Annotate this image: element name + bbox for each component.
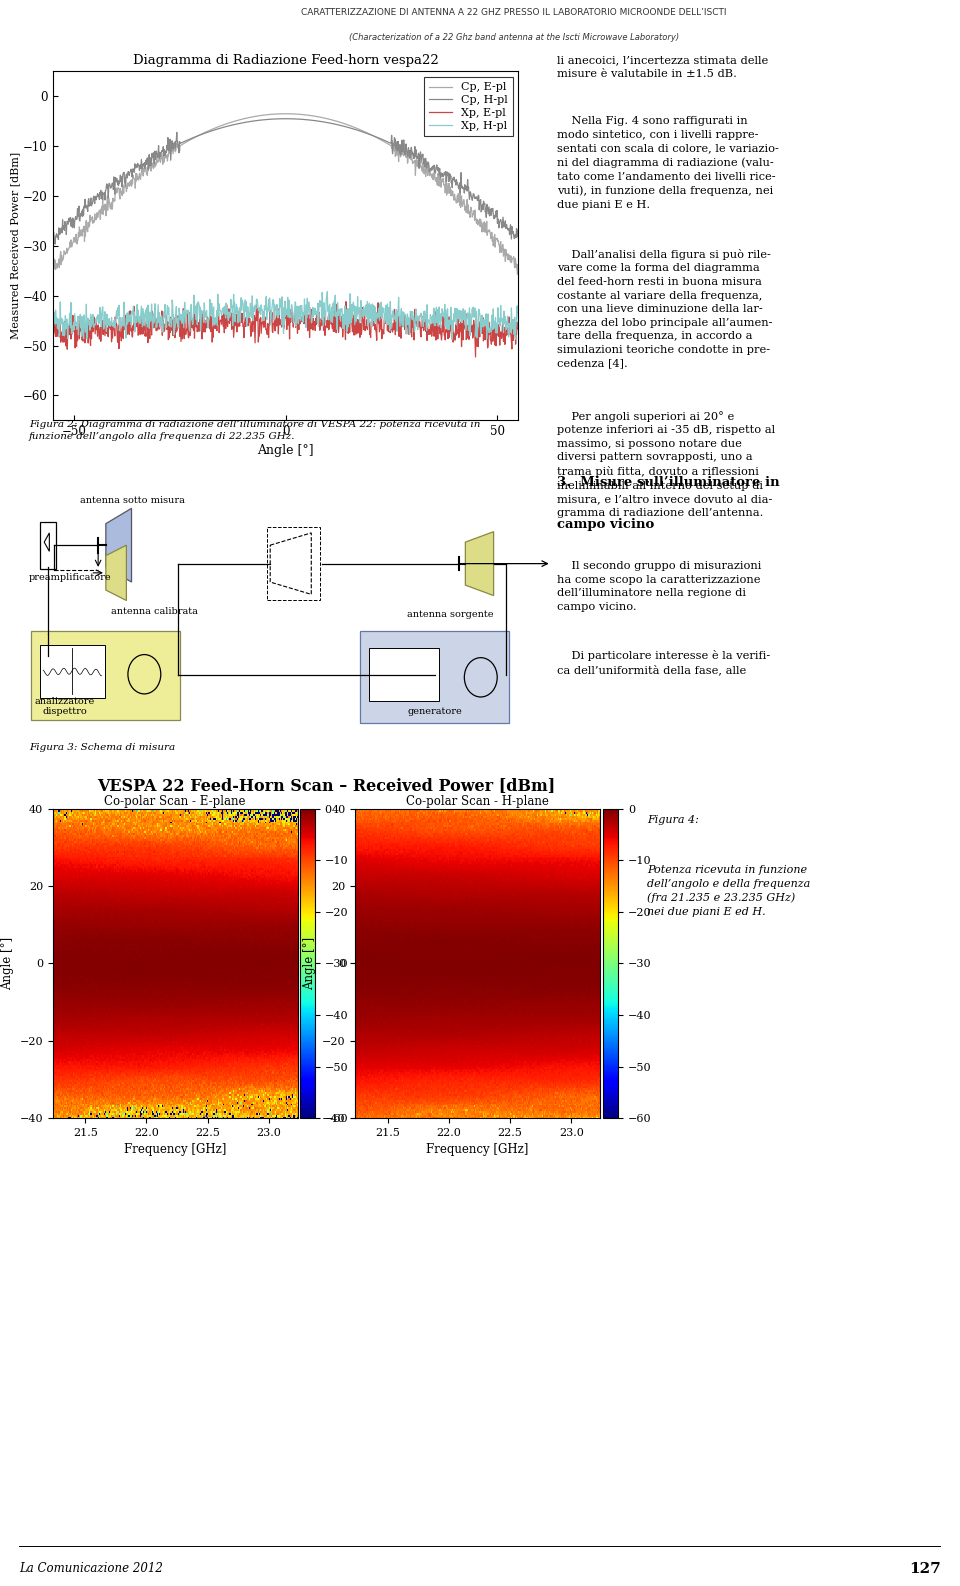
Cp, H-pl xyxy=(236,114,248,133)
Cp, E-pl xyxy=(95,209,107,228)
Cp, E-pl xyxy=(419,160,430,179)
Text: campo vicino: campo vicino xyxy=(557,519,654,531)
Text: 127: 127 xyxy=(909,1562,941,1575)
X-axis label: Frequency [GHz]: Frequency [GHz] xyxy=(124,1144,227,1156)
Y-axis label: Angle [°]: Angle [°] xyxy=(303,937,316,990)
FancyBboxPatch shape xyxy=(40,522,56,568)
Xp, H-pl xyxy=(411,311,422,330)
Title: Co-polar Scan - E-plane: Co-polar Scan - E-plane xyxy=(105,795,246,807)
Text: generatore: generatore xyxy=(407,707,462,715)
Cp, H-pl xyxy=(47,228,59,247)
Xp, H-pl xyxy=(446,330,458,349)
Cp, H-pl xyxy=(513,228,524,247)
Cp, H-pl xyxy=(368,127,379,146)
Text: Il secondo gruppo di misurazioni
ha come scopo la caratterizzazione
dell’illumin: Il secondo gruppo di misurazioni ha come… xyxy=(557,561,761,612)
Title: Co-polar Scan - H-plane: Co-polar Scan - H-plane xyxy=(406,795,549,807)
Cp, H-pl xyxy=(420,151,431,170)
Cp, H-pl xyxy=(49,235,60,254)
Text: CARATTERIZZAZIONE DI ANTENNA A 22 GHZ PRESSO IL LABORATORIO MICROONDE DELL’ISCTI: CARATTERIZZAZIONE DI ANTENNA A 22 GHZ PR… xyxy=(300,8,727,16)
Xp, H-pl xyxy=(252,295,264,314)
Xp, E-pl xyxy=(235,311,247,330)
Line: Xp, H-pl: Xp, H-pl xyxy=(53,292,518,339)
Xp, H-pl xyxy=(47,308,59,327)
Xp, E-pl xyxy=(469,347,481,366)
FancyBboxPatch shape xyxy=(369,647,439,701)
X-axis label: Frequency [GHz]: Frequency [GHz] xyxy=(426,1144,529,1156)
Text: Dall’analisi della figura si può rile-
vare come la forma del diagramma
del feed: Dall’analisi della figura si può rile- v… xyxy=(557,249,772,368)
Xp, H-pl xyxy=(235,289,247,308)
Y-axis label: Measured Received Power [dBm]: Measured Received Power [dBm] xyxy=(11,152,20,339)
Cp, H-pl xyxy=(95,181,107,200)
Cp, E-pl xyxy=(411,149,422,168)
Text: preamplificatore: preamplificatore xyxy=(29,573,111,582)
Xp, E-pl xyxy=(95,317,107,336)
Xp, E-pl xyxy=(340,292,351,311)
Cp, E-pl xyxy=(512,265,523,284)
Cp, E-pl xyxy=(513,259,524,278)
Cp, E-pl xyxy=(47,259,59,278)
Polygon shape xyxy=(106,546,127,601)
Text: Nella Fig. 4 sono raffigurati in
modo sintetico, con i livelli rappre-
sentati c: Nella Fig. 4 sono raffigurati in modo si… xyxy=(557,116,779,209)
Text: La Comunicazione 2012: La Comunicazione 2012 xyxy=(19,1562,163,1575)
Xp, E-pl xyxy=(252,300,264,319)
Xp, E-pl xyxy=(368,316,379,335)
Xp, H-pl xyxy=(95,300,107,319)
Text: Figura 3: Schema di misura: Figura 3: Schema di misura xyxy=(29,742,175,752)
Cp, E-pl xyxy=(252,106,264,125)
Text: Per angoli superiori ai 20° e
potenze inferiori ai -35 dB, rispetto al
massimo, : Per angoli superiori ai 20° e potenze in… xyxy=(557,411,775,519)
Text: antenna sotto misura: antenna sotto misura xyxy=(81,496,185,506)
Polygon shape xyxy=(466,531,493,596)
Xp, E-pl xyxy=(419,316,430,335)
Polygon shape xyxy=(106,508,132,582)
Legend: Cp, E-pl, Cp, H-pl, Xp, E-pl, Xp, H-pl: Cp, E-pl, Cp, H-pl, Xp, E-pl, Xp, H-pl xyxy=(424,78,513,136)
Cp, E-pl xyxy=(235,109,247,128)
Xp, H-pl xyxy=(368,311,379,330)
Text: Figura 2: Diagramma di radiazione dell’illuminatore di VESPA 22: potenza ricevut: Figura 2: Diagramma di radiazione dell’i… xyxy=(29,420,480,441)
Xp, H-pl xyxy=(322,282,333,301)
Cp, H-pl xyxy=(411,149,422,168)
Text: (Characterization of a 22 Ghz band antenna at the Iscti Microwave Laboratory): (Characterization of a 22 Ghz band anten… xyxy=(348,33,679,41)
Xp, E-pl xyxy=(513,314,524,333)
Title: Diagramma di Radiazione Feed-horn vespa22: Diagramma di Radiazione Feed-horn vespa2… xyxy=(132,54,439,68)
Cp, E-pl xyxy=(368,127,379,146)
FancyBboxPatch shape xyxy=(32,631,180,720)
FancyBboxPatch shape xyxy=(360,631,509,723)
Line: Cp, E-pl: Cp, E-pl xyxy=(53,114,518,274)
Cp, H-pl xyxy=(279,109,291,128)
Cp, E-pl xyxy=(279,105,291,124)
FancyBboxPatch shape xyxy=(40,646,105,698)
Xp, H-pl xyxy=(513,317,524,336)
Xp, E-pl xyxy=(47,325,59,344)
Text: Figura 4:: Figura 4: xyxy=(647,815,699,825)
Cp, H-pl xyxy=(252,111,264,130)
Xp, H-pl xyxy=(419,301,430,320)
Line: Xp, E-pl: Xp, E-pl xyxy=(53,301,518,357)
Text: Di particolare interesse è la verifi-
ca dell’uniformità della fase, alle: Di particolare interesse è la verifi- ca… xyxy=(557,650,770,676)
Y-axis label: Angle [°]: Angle [°] xyxy=(1,937,13,990)
Text: antenna calibrata: antenna calibrata xyxy=(111,606,198,615)
Text: Potenza ricevuta in funzione
dell’angolo e della frequenza
(fra 21.235 e 23.235 : Potenza ricevuta in funzione dell’angolo… xyxy=(647,864,810,917)
X-axis label: Angle [°]: Angle [°] xyxy=(257,444,314,457)
Xp, E-pl xyxy=(411,309,422,328)
Text: antenna sorgente: antenna sorgente xyxy=(407,609,493,619)
Text: analizzatore
dispettro: analizzatore dispettro xyxy=(35,696,95,715)
Text: 3.  Misure sull’illuminatore in: 3. Misure sull’illuminatore in xyxy=(557,476,780,488)
Text: li anecoici, l’incertezza stimata delle
misure è valutabile in ±1.5 dB.: li anecoici, l’incertezza stimata delle … xyxy=(557,56,768,79)
Text: VESPA 22 Feed-Horn Scan – Received Power [dBm]: VESPA 22 Feed-Horn Scan – Received Power… xyxy=(97,777,556,793)
Line: Cp, H-pl: Cp, H-pl xyxy=(53,119,518,244)
